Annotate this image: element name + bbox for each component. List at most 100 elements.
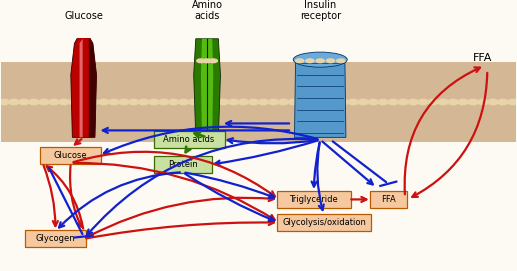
Circle shape	[19, 101, 28, 105]
Circle shape	[337, 59, 345, 63]
Circle shape	[159, 99, 169, 104]
Circle shape	[259, 99, 268, 104]
Polygon shape	[71, 30, 97, 137]
Circle shape	[269, 101, 278, 105]
Circle shape	[69, 99, 79, 104]
Circle shape	[229, 101, 238, 105]
Circle shape	[189, 101, 198, 105]
Circle shape	[348, 99, 358, 104]
Text: Glucose: Glucose	[54, 151, 87, 160]
FancyBboxPatch shape	[40, 147, 101, 164]
Circle shape	[219, 101, 228, 105]
Circle shape	[339, 99, 348, 104]
Circle shape	[429, 101, 438, 105]
Text: Insulin
receptor: Insulin receptor	[300, 0, 341, 21]
Circle shape	[109, 99, 118, 104]
Circle shape	[39, 101, 49, 105]
Circle shape	[79, 99, 88, 104]
Circle shape	[489, 101, 498, 105]
Circle shape	[179, 101, 188, 105]
Circle shape	[209, 101, 218, 105]
Circle shape	[219, 99, 228, 104]
Text: FFA: FFA	[473, 53, 492, 63]
Circle shape	[438, 101, 448, 105]
Circle shape	[239, 101, 248, 105]
Circle shape	[309, 101, 318, 105]
Circle shape	[129, 99, 139, 104]
Circle shape	[179, 99, 188, 104]
Polygon shape	[194, 39, 220, 137]
Circle shape	[478, 101, 488, 105]
Circle shape	[498, 99, 508, 104]
Circle shape	[478, 99, 488, 104]
Circle shape	[468, 99, 478, 104]
FancyBboxPatch shape	[154, 156, 211, 173]
Circle shape	[438, 99, 448, 104]
FancyBboxPatch shape	[277, 214, 371, 231]
Circle shape	[209, 99, 218, 104]
Circle shape	[369, 101, 378, 105]
Circle shape	[129, 101, 139, 105]
Circle shape	[249, 99, 258, 104]
Circle shape	[159, 101, 169, 105]
Circle shape	[508, 101, 517, 105]
Circle shape	[299, 101, 308, 105]
Circle shape	[99, 99, 109, 104]
FancyBboxPatch shape	[370, 191, 407, 208]
Circle shape	[89, 101, 98, 105]
Ellipse shape	[293, 52, 347, 67]
Circle shape	[289, 99, 298, 104]
Circle shape	[389, 101, 398, 105]
Circle shape	[0, 99, 9, 104]
Text: Protein: Protein	[168, 160, 197, 169]
Circle shape	[279, 99, 288, 104]
Circle shape	[139, 101, 148, 105]
Circle shape	[169, 101, 178, 105]
Circle shape	[99, 101, 109, 105]
Polygon shape	[295, 60, 346, 137]
Text: Amino
acids: Amino acids	[192, 0, 223, 21]
Polygon shape	[80, 39, 83, 137]
Circle shape	[149, 99, 158, 104]
Polygon shape	[89, 39, 97, 137]
FancyBboxPatch shape	[277, 191, 351, 208]
Circle shape	[419, 101, 428, 105]
Circle shape	[459, 101, 468, 105]
Circle shape	[369, 99, 378, 104]
Circle shape	[299, 99, 308, 104]
Circle shape	[9, 101, 19, 105]
Circle shape	[289, 101, 298, 105]
Circle shape	[199, 101, 208, 105]
Circle shape	[326, 59, 334, 63]
Circle shape	[59, 101, 68, 105]
Circle shape	[339, 101, 348, 105]
Circle shape	[69, 101, 79, 105]
Circle shape	[316, 59, 324, 63]
Circle shape	[189, 99, 198, 104]
Circle shape	[229, 99, 238, 104]
Circle shape	[389, 99, 398, 104]
Circle shape	[329, 101, 338, 105]
Circle shape	[29, 99, 39, 104]
Circle shape	[109, 101, 118, 105]
Circle shape	[419, 99, 428, 104]
Circle shape	[39, 99, 49, 104]
Circle shape	[399, 99, 408, 104]
Circle shape	[468, 101, 478, 105]
Circle shape	[279, 101, 288, 105]
Circle shape	[49, 99, 58, 104]
Circle shape	[203, 59, 211, 63]
Text: Triglyceride: Triglyceride	[290, 195, 338, 204]
Circle shape	[249, 101, 258, 105]
Circle shape	[119, 99, 128, 104]
Text: Amino acids: Amino acids	[163, 135, 215, 144]
Circle shape	[329, 99, 338, 104]
Circle shape	[89, 99, 98, 104]
Circle shape	[359, 101, 368, 105]
Circle shape	[209, 59, 217, 63]
Circle shape	[59, 99, 68, 104]
Circle shape	[239, 99, 248, 104]
Circle shape	[408, 101, 418, 105]
Circle shape	[429, 99, 438, 104]
Circle shape	[306, 59, 314, 63]
